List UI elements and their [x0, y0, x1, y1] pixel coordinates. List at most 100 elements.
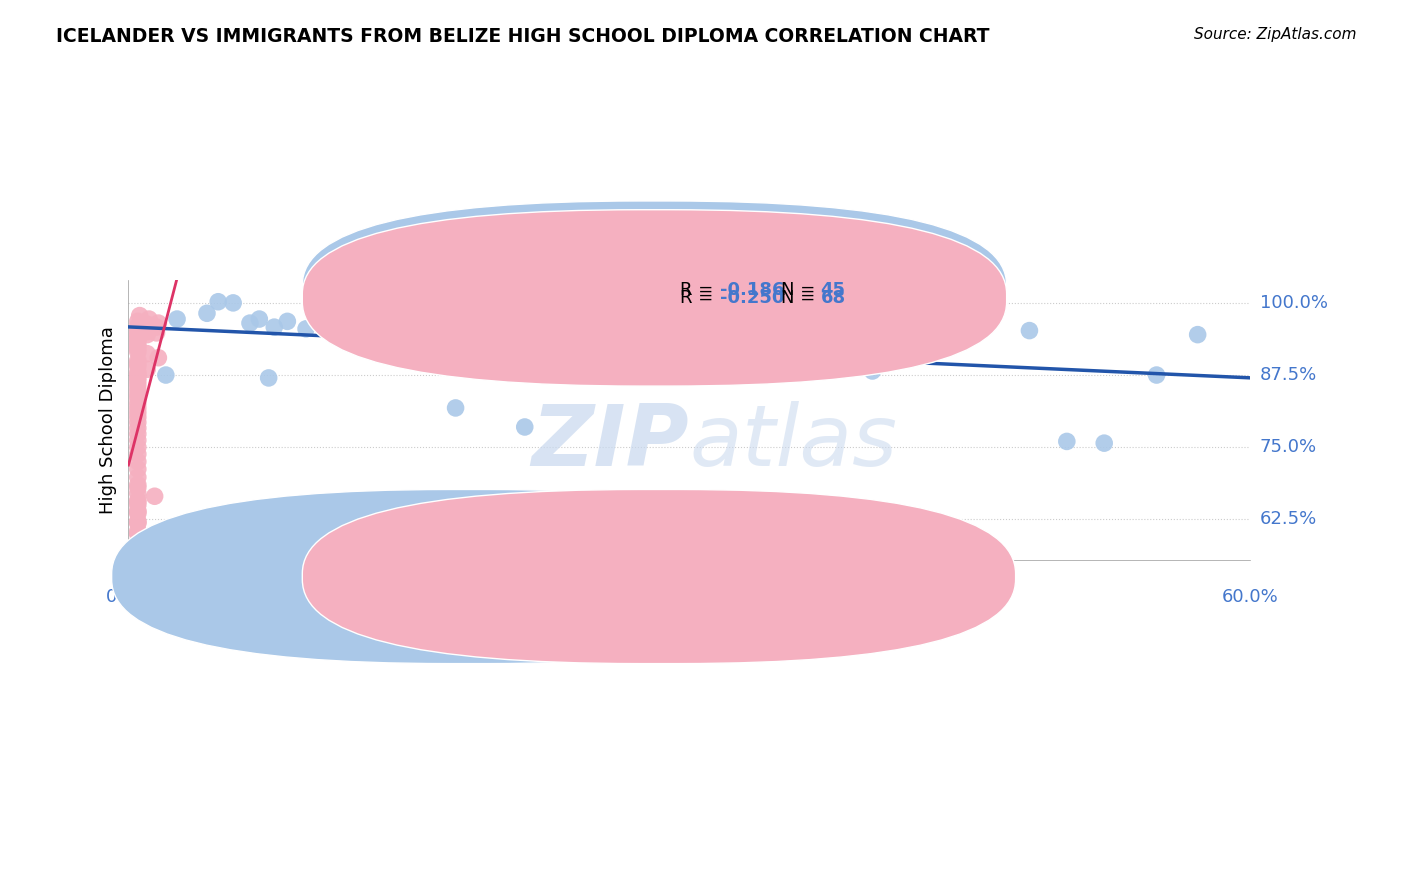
Text: 0.0%: 0.0% [105, 588, 152, 606]
Point [127, 334, 149, 348]
Text: 75.0%: 75.0% [1260, 438, 1317, 456]
Point [127, 330, 149, 344]
Point [127, 493, 149, 508]
Text: 62.5%: 62.5% [1260, 510, 1317, 528]
Point [295, 322, 318, 336]
Point [127, 514, 149, 528]
Point [276, 314, 298, 328]
Point [127, 371, 149, 385]
Point [360, 326, 382, 340]
Point [127, 421, 149, 435]
Point [127, 434, 149, 448]
Point [127, 537, 149, 551]
Point [127, 365, 149, 379]
Point [127, 515, 149, 529]
Point [711, 342, 734, 356]
Point [626, 342, 648, 356]
Point [127, 498, 149, 512]
Point [644, 343, 666, 358]
Text: 45: 45 [821, 281, 845, 299]
Point [127, 524, 149, 538]
Point [127, 553, 149, 567]
Point [463, 334, 485, 348]
Point [127, 462, 149, 476]
Point [127, 455, 149, 469]
FancyBboxPatch shape [111, 490, 825, 664]
Point [166, 312, 188, 326]
Point [263, 320, 285, 334]
Point [426, 334, 449, 348]
Point [585, 339, 607, 353]
Point [342, 324, 364, 338]
Point [127, 447, 149, 461]
Point [607, 347, 630, 361]
Point [127, 549, 149, 563]
Point [136, 325, 159, 339]
Point [136, 362, 159, 376]
Point [127, 507, 149, 521]
Point [143, 489, 166, 503]
Point [127, 526, 149, 541]
Point [669, 329, 692, 343]
Text: N =: N = [782, 281, 821, 299]
Point [775, 327, 797, 342]
Point [148, 316, 170, 330]
Point [127, 401, 149, 415]
Point [444, 326, 467, 340]
Point [155, 368, 177, 382]
Point [127, 353, 149, 368]
Point [127, 406, 149, 420]
Point [1092, 436, 1115, 450]
Point [136, 322, 159, 336]
Point [127, 477, 149, 491]
Point [127, 533, 149, 548]
Point [513, 420, 536, 434]
Point [127, 357, 149, 371]
Point [1018, 324, 1040, 338]
Point [257, 371, 280, 385]
FancyBboxPatch shape [302, 490, 1015, 664]
Point [1187, 327, 1209, 342]
Point [962, 327, 984, 342]
Text: R =: R = [681, 290, 720, 308]
Point [127, 377, 149, 392]
Point [1146, 368, 1168, 382]
Point [127, 526, 149, 541]
Text: R =: R = [681, 281, 720, 299]
Point [127, 416, 149, 430]
Text: N =: N = [782, 290, 821, 308]
Point [145, 320, 167, 334]
Text: Immigrants from Belize: Immigrants from Belize [688, 567, 882, 585]
Point [378, 325, 401, 339]
Point [127, 342, 149, 356]
Point [127, 426, 149, 441]
Text: 87.5%: 87.5% [1260, 366, 1317, 384]
Point [127, 314, 149, 328]
Point [127, 396, 149, 410]
Point [127, 339, 149, 353]
Text: ZIP: ZIP [531, 401, 689, 483]
Point [127, 318, 149, 333]
Point [501, 336, 523, 351]
Point [127, 516, 149, 531]
Point [538, 339, 561, 353]
Point [127, 495, 149, 509]
Text: ICELANDER VS IMMIGRANTS FROM BELIZE HIGH SCHOOL DIPLOMA CORRELATION CHART: ICELANDER VS IMMIGRANTS FROM BELIZE HIGH… [56, 27, 990, 45]
Y-axis label: High School Diploma: High School Diploma [100, 326, 117, 514]
Text: 68: 68 [821, 290, 845, 308]
Point [195, 306, 218, 320]
Point [143, 543, 166, 558]
Point [148, 351, 170, 365]
Point [128, 309, 150, 323]
Point [127, 504, 149, 518]
Point [562, 334, 585, 348]
FancyBboxPatch shape [302, 210, 1007, 386]
Text: atlas: atlas [689, 401, 897, 483]
Point [127, 383, 149, 397]
Point [127, 336, 149, 351]
Point [444, 401, 467, 415]
Point [127, 368, 149, 382]
Point [314, 320, 336, 334]
Point [127, 322, 149, 336]
Point [127, 374, 149, 388]
